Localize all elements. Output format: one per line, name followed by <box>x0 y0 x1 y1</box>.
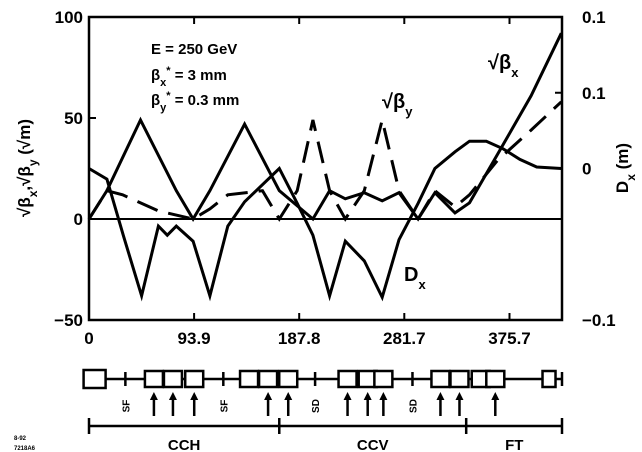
right-tick-label: 0.1 <box>582 8 606 27</box>
arrow-head <box>284 392 293 400</box>
sqrt-beta-x-curve <box>87 32 563 222</box>
x-tick-label: 187.8 <box>278 329 321 348</box>
right-tick-label: 0 <box>582 160 591 179</box>
magnet-box <box>449 369 470 389</box>
dx-label: Dx <box>404 264 426 292</box>
right-tick-label: −0.1 <box>582 311 616 330</box>
beta-x-star-annotation: βx* = 3 mm <box>151 65 227 89</box>
right-tick-label: 0.1 <box>582 84 606 103</box>
arrow-head <box>168 392 177 400</box>
arrow-head <box>491 392 500 400</box>
text-labels: √βx,√βy (√m) Dx (m) E = 250 GeV βx* = 3 mmβ… <box>14 41 638 452</box>
sqrt-beta-y-label: √βy <box>382 91 413 119</box>
beta-y-star-annotation: βy* = 0.3 mm <box>151 90 239 114</box>
magnet-box <box>337 369 358 389</box>
section-label: FT <box>505 437 523 452</box>
magnet-box <box>373 369 394 389</box>
left-tick-label: −50 <box>54 311 83 330</box>
lattice-diagram: SF SF SD SD CCH CCV FT <box>82 368 564 452</box>
magnet-box <box>430 369 451 389</box>
arrow-head <box>343 392 352 400</box>
left-tick-label: 0 <box>74 210 83 229</box>
sqrt-beta-x-label: √βx <box>488 52 519 80</box>
magnet-box <box>277 369 299 389</box>
arrow-head <box>436 392 445 400</box>
arrow-head <box>455 392 464 400</box>
arrow-head <box>363 392 372 400</box>
arrow-head <box>190 392 199 400</box>
magnet-box <box>162 369 184 389</box>
right-axis-label: Dx (m) <box>613 143 638 193</box>
corner-id: 7218A6 <box>14 446 36 452</box>
left-axis-label: √βx,√βy (√m) <box>15 119 40 217</box>
x-tick-label: 0 <box>84 329 93 348</box>
corner-code: 8-92 <box>14 436 27 442</box>
magnet-box <box>238 369 260 389</box>
x-tick-label: 375.7 <box>488 329 531 348</box>
magnet-box <box>485 369 506 389</box>
magnet-label: SD <box>311 399 322 413</box>
magnet-label: SF <box>121 400 132 413</box>
section-label: CCH <box>168 437 201 452</box>
magnet-box <box>82 368 107 390</box>
left-tick-label: 100 <box>55 8 83 27</box>
dx-curve <box>88 139 562 302</box>
arrow-head <box>149 392 158 400</box>
plot-curves <box>87 32 563 302</box>
energy-annotation: E = 250 GeV <box>151 41 237 58</box>
magnet-box <box>183 369 205 389</box>
arrow-head <box>264 392 273 400</box>
magnet-box <box>541 369 557 389</box>
x-tick-label: 281.7 <box>383 329 426 348</box>
left-tick-label: 50 <box>64 109 83 128</box>
sqrt-beta-y-curve <box>87 100 563 222</box>
magnet-label: SD <box>408 399 419 413</box>
arrow-head <box>379 392 388 400</box>
magnet-box <box>257 369 279 389</box>
magnet-label: SF <box>219 400 230 413</box>
x-tick-label: 93.9 <box>178 329 211 348</box>
magnet-box <box>143 369 165 389</box>
section-label: CCV <box>357 437 389 452</box>
